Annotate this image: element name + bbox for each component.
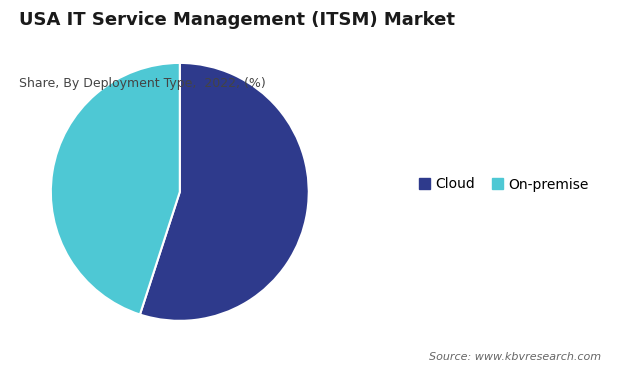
Wedge shape (51, 63, 180, 314)
Text: USA IT Service Management (ITSM) Market: USA IT Service Management (ITSM) Market (19, 11, 454, 29)
Legend: Cloud, On-premise: Cloud, On-premise (413, 172, 595, 197)
Text: Share, By Deployment Type,  2022, (%): Share, By Deployment Type, 2022, (%) (19, 77, 265, 90)
Wedge shape (140, 63, 309, 321)
Text: Source: www.kbvresearch.com: Source: www.kbvresearch.com (429, 352, 601, 362)
